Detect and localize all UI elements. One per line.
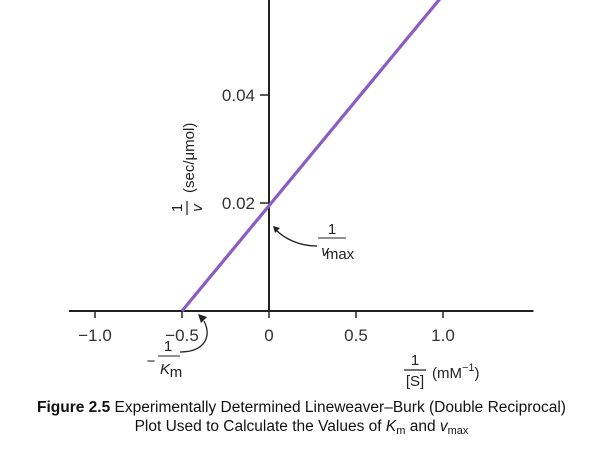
y-axis-title-numerator: 1 [169,204,186,212]
lineweaver-burk-chart: −1.0−0.500.51.00.020.040.06 1 v (sec/μmo… [68,0,534,390]
x-tick-label: −0.5 [165,326,199,345]
y-tick-label: 0.04 [222,86,255,105]
x-axis-title-unit: (mM−1) [432,362,480,382]
data-line [180,0,442,313]
y-axis-title-denominator: v [189,203,206,212]
y-axis-title-unit: (sec/μmol) [181,123,198,193]
x-axis-title-numerator: 1 [411,352,419,369]
caption-line-1: Figure 2.5 Experimentally Determined Lin… [0,398,603,417]
vmax-annotation-subscript: max [326,246,355,263]
km-annotation-subscript: m [170,364,183,381]
axes [68,0,534,318]
tick-labels: −1.0−0.500.51.00.020.040.06 [78,86,455,345]
vmax-annotation-v: v [321,243,330,260]
y-axis-title: 1 v (sec/μmol) [169,123,206,215]
km-annotation-k: K [160,361,171,378]
vmax-annotation: 1 v max [273,221,355,263]
caption-line-2-text: Plot Used to Calculate the Values of [134,418,382,435]
x-tick-label: 0.5 [344,326,368,345]
x-axis-title: 1 [S] (mM−1) [404,352,480,390]
km-annotation-sign: − [147,353,156,370]
caption-vmax-letter: v [439,418,448,435]
caption-km-letter: K [385,418,397,435]
x-tick-label: 1.0 [431,326,455,345]
y-tick-label: 0.02 [222,194,255,213]
x-tick-label: −1.0 [78,326,112,345]
caption-km-sub: m [396,425,406,437]
km-annotation-numerator: 1 [164,338,172,355]
axis-titles: 1 v (sec/μmol) 1 [S] (mM−1) [169,123,480,390]
km-annotation: − 1 K m [147,314,208,381]
figure-caption: Figure 2.5 Experimentally Determined Lin… [0,398,603,441]
caption-line-1-text: Experimentally Determined Lineweaver–Bur… [114,399,566,416]
data-marks [180,0,442,313]
x-tick-label: 0 [264,326,273,345]
caption-line-2: Plot Used to Calculate the Values of Km … [0,417,603,441]
caption-vmax-sub: max [447,425,469,437]
x-axis-title-denominator: [S] [406,373,424,390]
vmax-annotation-numerator: 1 [328,221,336,238]
caption-and: and [409,418,436,435]
caption-figure-label: Figure 2.5 [37,399,111,416]
